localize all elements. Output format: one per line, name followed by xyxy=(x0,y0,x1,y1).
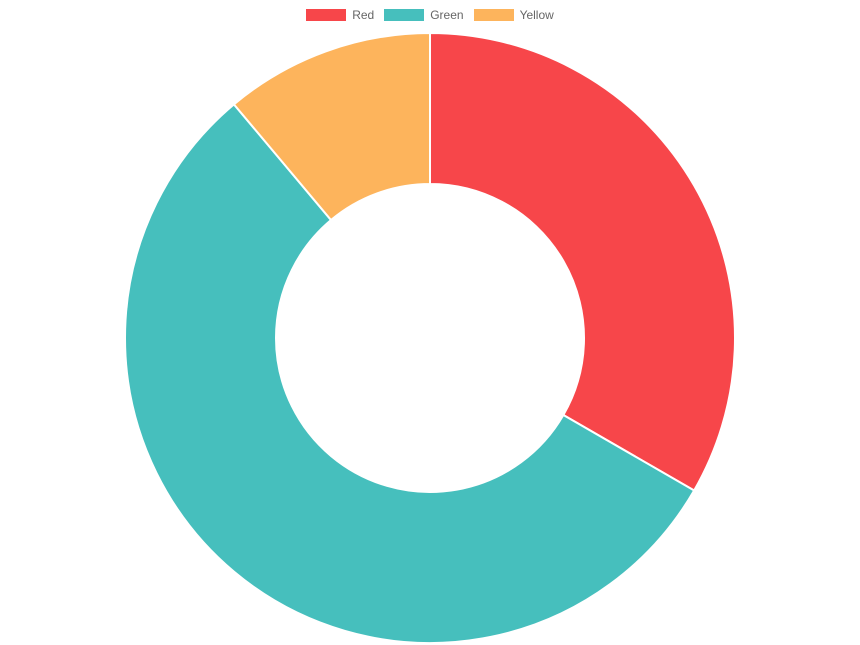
slice-green[interactable] xyxy=(124,102,696,644)
legend-item-green[interactable]: Green xyxy=(384,7,464,23)
legend-swatch-red xyxy=(306,9,347,21)
slice-yellow[interactable] xyxy=(232,31,431,222)
legend-swatch-yellow xyxy=(473,9,514,21)
slice-red[interactable] xyxy=(429,31,736,492)
legend-swatch-green xyxy=(384,9,425,21)
legend-label-yellow: Yellow xyxy=(519,8,554,22)
legend-label-green: Green xyxy=(430,8,464,22)
legend-item-red[interactable]: Red xyxy=(306,7,374,23)
legend-item-yellow[interactable]: Yellow xyxy=(473,7,554,23)
legend-label-red: Red xyxy=(352,8,375,22)
chart-legend: Red Green Yellow xyxy=(0,7,860,23)
slice-group xyxy=(124,31,736,644)
